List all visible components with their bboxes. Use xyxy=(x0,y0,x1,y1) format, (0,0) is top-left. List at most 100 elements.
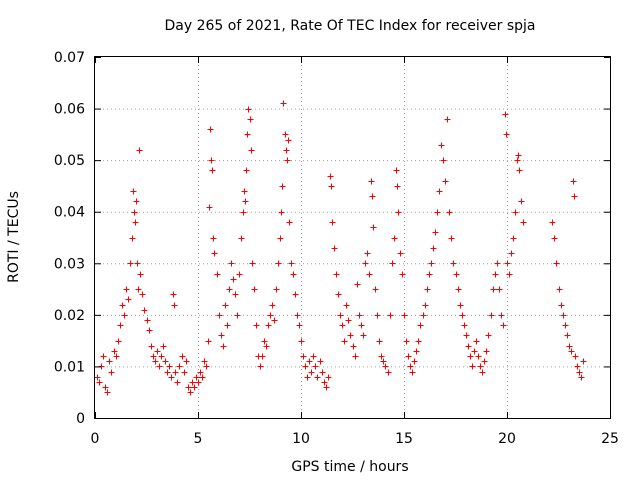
data-point xyxy=(259,353,266,360)
data-point xyxy=(331,245,338,252)
data-point xyxy=(100,353,107,360)
data-point xyxy=(232,291,239,298)
data-point xyxy=(394,183,401,190)
data-point xyxy=(181,369,188,376)
data-point xyxy=(240,209,247,216)
data-point xyxy=(193,374,200,381)
data-point xyxy=(446,209,453,216)
data-point xyxy=(444,116,451,123)
data-point xyxy=(420,312,427,319)
data-point xyxy=(475,353,482,360)
data-point xyxy=(208,157,215,164)
data-point xyxy=(572,353,579,360)
data-point xyxy=(409,369,416,376)
y-tick-label: 0.01 xyxy=(54,359,85,375)
data-point xyxy=(473,338,480,345)
data-point xyxy=(512,209,519,216)
data-point xyxy=(96,379,103,386)
data-point xyxy=(574,363,581,370)
data-point xyxy=(325,374,332,381)
data-point xyxy=(141,307,148,314)
data-point xyxy=(432,229,439,236)
data-point xyxy=(222,302,229,309)
data-point xyxy=(339,322,346,329)
data-point xyxy=(115,338,122,345)
data-point xyxy=(273,286,280,293)
y-tick-label: 0.03 xyxy=(54,256,85,272)
data-point xyxy=(317,358,324,365)
data-point xyxy=(356,312,363,319)
data-point xyxy=(269,302,276,309)
data-point xyxy=(195,379,202,386)
data-point xyxy=(510,235,517,242)
data-point xyxy=(428,260,435,267)
data-point xyxy=(139,291,146,298)
data-point xyxy=(241,188,248,195)
data-point xyxy=(312,363,319,370)
data-point xyxy=(133,198,140,205)
data-point xyxy=(298,338,305,345)
data-point xyxy=(380,358,387,365)
x-tick-label: 20 xyxy=(498,431,516,447)
data-point xyxy=(514,157,521,164)
data-point xyxy=(94,374,101,381)
data-point xyxy=(172,369,179,376)
data-point xyxy=(171,302,178,309)
data-point xyxy=(498,312,505,319)
data-point xyxy=(508,250,515,257)
data-point xyxy=(471,348,478,355)
data-point xyxy=(319,369,326,376)
data-point xyxy=(271,317,278,324)
data-point xyxy=(502,111,509,118)
data-point xyxy=(130,188,137,195)
data-point xyxy=(131,209,138,216)
x-tick-label: 25 xyxy=(601,431,619,447)
data-point xyxy=(405,353,412,360)
data-point xyxy=(154,348,161,355)
data-point xyxy=(417,322,424,329)
data-point xyxy=(422,302,429,309)
data-point xyxy=(214,271,221,278)
data-point xyxy=(382,363,389,370)
data-point xyxy=(203,363,210,370)
data-point xyxy=(310,353,317,360)
data-point xyxy=(327,173,334,180)
plot-frame xyxy=(94,56,611,419)
data-point xyxy=(179,353,186,360)
data-point xyxy=(261,338,268,345)
data-point xyxy=(275,260,282,267)
y-tick-label: 0.05 xyxy=(54,153,85,169)
data-point xyxy=(580,358,587,365)
data-point xyxy=(292,291,299,298)
data-point xyxy=(570,178,577,185)
data-point xyxy=(306,358,313,365)
data-point xyxy=(413,348,420,355)
data-point xyxy=(391,235,398,242)
data-point xyxy=(244,131,251,138)
data-point xyxy=(279,183,286,190)
data-point xyxy=(205,338,212,345)
data-point xyxy=(137,271,144,278)
data-point xyxy=(488,312,495,319)
data-point xyxy=(210,235,217,242)
data-point xyxy=(278,209,285,216)
data-point xyxy=(485,332,492,339)
data-point xyxy=(174,379,181,386)
y-tick-labels: 0 0.01 0.02 0.03 0.04 0.05 0.06 0.07 xyxy=(54,50,85,427)
data-point xyxy=(515,152,522,159)
data-point xyxy=(102,384,109,391)
data-point xyxy=(129,235,136,242)
data-point xyxy=(343,302,350,309)
data-point xyxy=(162,358,169,365)
data-point xyxy=(257,363,264,370)
data-point xyxy=(220,343,227,350)
data-point xyxy=(434,209,441,216)
data-point xyxy=(160,343,167,350)
y-tick-label: 0.06 xyxy=(54,102,85,118)
data-point xyxy=(490,286,497,293)
data-point xyxy=(121,312,128,319)
data-point xyxy=(438,142,445,149)
data-point xyxy=(207,126,214,133)
data-point xyxy=(376,338,383,345)
